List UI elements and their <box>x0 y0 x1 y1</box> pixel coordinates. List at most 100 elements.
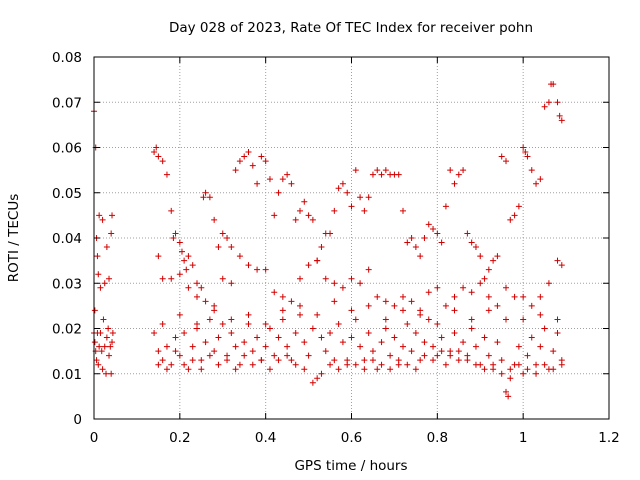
data-point <box>554 99 561 106</box>
data-point <box>468 325 475 332</box>
data-point <box>438 348 445 355</box>
data-point <box>417 311 424 318</box>
data-point <box>515 361 522 368</box>
data-point <box>159 275 166 282</box>
data-point <box>266 325 273 332</box>
data-point <box>554 316 561 323</box>
data-point <box>498 153 505 160</box>
data-point <box>279 176 286 183</box>
data-point <box>215 361 222 368</box>
y-axis-label: ROTI / TECUs <box>6 194 22 282</box>
data-point <box>202 339 209 346</box>
data-point <box>211 216 218 223</box>
data-point <box>279 316 286 323</box>
data-point <box>425 316 432 323</box>
data-point <box>96 212 103 219</box>
data-point <box>236 158 243 165</box>
data-point <box>163 343 170 350</box>
data-point <box>520 370 527 377</box>
data-point <box>554 257 561 264</box>
data-point <box>533 370 540 377</box>
data-point <box>206 352 213 359</box>
data-point <box>279 293 286 300</box>
data-point <box>374 293 381 300</box>
data-point <box>412 244 419 251</box>
data-point <box>284 171 291 178</box>
data-point <box>301 339 308 346</box>
data-point <box>159 158 166 165</box>
data-point <box>434 320 441 327</box>
data-point <box>541 325 548 332</box>
data-point <box>468 316 475 323</box>
data-point <box>185 284 192 291</box>
data-point <box>357 343 364 350</box>
data-point <box>249 348 256 355</box>
x-axis-label: GPS time / hours <box>294 458 407 474</box>
data-point <box>301 366 308 373</box>
data-point <box>103 334 110 341</box>
data-point <box>314 257 321 264</box>
data-point <box>455 348 462 355</box>
y-tick-label: 0.03 <box>52 276 82 292</box>
data-point <box>412 366 419 373</box>
data-point <box>176 352 183 359</box>
data-point <box>198 357 205 364</box>
data-point <box>464 357 471 364</box>
data-point <box>451 180 458 187</box>
data-point <box>430 343 437 350</box>
data-point <box>365 330 372 337</box>
data-point <box>537 293 544 300</box>
data-point <box>515 203 522 210</box>
data-point <box>224 235 231 241</box>
data-point <box>533 180 540 187</box>
data-point <box>477 280 484 287</box>
y-tick-label: 0.02 <box>52 322 82 338</box>
data-point <box>99 216 106 223</box>
data-point <box>249 162 256 169</box>
data-point <box>91 339 98 346</box>
data-point <box>503 388 509 395</box>
data-point <box>545 99 552 106</box>
data-point <box>94 253 101 260</box>
data-point <box>451 307 458 314</box>
data-point <box>417 253 424 260</box>
data-point <box>442 361 449 368</box>
data-point <box>442 302 449 309</box>
data-point <box>159 357 166 364</box>
data-point <box>155 253 162 260</box>
data-point <box>533 361 540 368</box>
data-point <box>249 361 256 368</box>
data-point <box>494 339 501 346</box>
data-point <box>408 235 415 241</box>
data-point <box>219 275 226 282</box>
data-point <box>95 271 102 278</box>
data-point <box>425 221 432 228</box>
data-point <box>400 307 406 314</box>
data-point <box>245 149 252 156</box>
data-point <box>314 375 321 382</box>
data-point <box>91 307 98 314</box>
data-point <box>194 293 200 300</box>
data-point <box>284 343 291 350</box>
data-point <box>460 167 467 174</box>
data-point <box>163 171 170 178</box>
data-point <box>400 343 406 350</box>
data-point <box>352 167 359 174</box>
data-point <box>335 185 342 192</box>
data-point <box>425 289 432 296</box>
data-point <box>109 339 116 346</box>
data-point <box>262 158 269 165</box>
data-point <box>357 194 364 201</box>
data-point <box>404 239 411 246</box>
data-point <box>309 379 316 386</box>
x-tick-label: 0 <box>90 430 99 446</box>
data-point <box>284 352 291 359</box>
data-point <box>369 171 376 178</box>
data-point <box>348 334 355 341</box>
data-point <box>352 316 359 323</box>
data-point <box>172 348 179 355</box>
y-tick-label: 0.08 <box>52 50 82 66</box>
data-point <box>481 334 488 341</box>
data-point <box>378 171 385 178</box>
data-point <box>374 366 381 373</box>
